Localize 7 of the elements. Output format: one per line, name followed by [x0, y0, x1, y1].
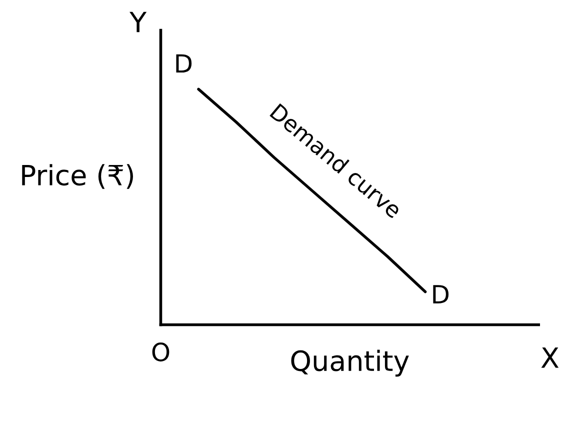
text: X	[541, 347, 559, 368]
text: D	[176, 54, 192, 73]
annotation: D	[433, 285, 449, 304]
y-axis-title: Price (₹)	[22, 164, 133, 189]
x-axis-title: Quantity	[291, 350, 409, 377]
text: O	[152, 342, 170, 362]
text: Y	[130, 12, 147, 32]
